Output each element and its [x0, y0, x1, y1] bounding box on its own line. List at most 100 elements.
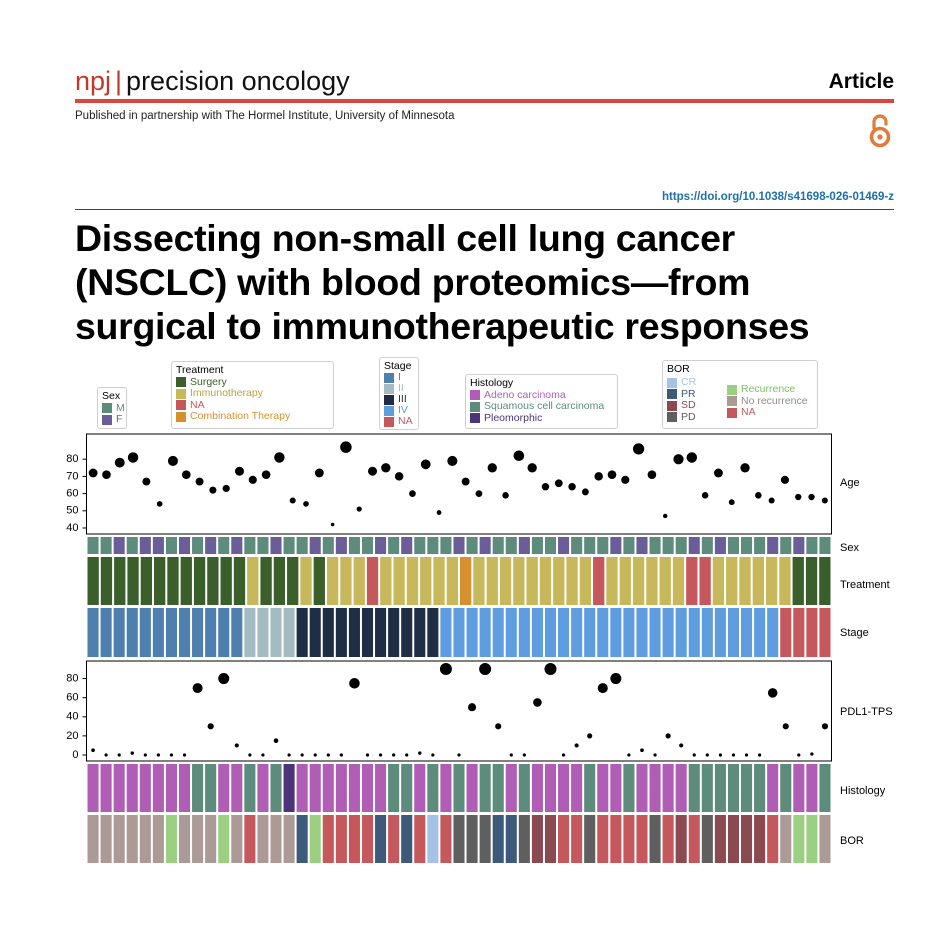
legend-swatch — [470, 390, 480, 401]
stage-track-cell — [453, 608, 465, 657]
bor-track-cell — [335, 815, 347, 863]
histology-track-cell — [113, 764, 125, 812]
legend-swatch — [727, 384, 737, 395]
sex-track-cell — [152, 537, 164, 554]
stage-track-cell — [361, 608, 374, 657]
pdl1-plot-point — [192, 683, 203, 694]
legend-swatch — [176, 400, 186, 411]
legend-item: NA — [727, 406, 808, 419]
open-access-icon[interactable] — [866, 112, 894, 148]
histology-track-cell — [701, 764, 713, 812]
sex-track-cell — [780, 537, 792, 554]
sex-track-cell — [636, 537, 648, 554]
track-label-stage: Stage — [840, 627, 869, 639]
bor-track-cell — [309, 815, 321, 863]
track-label-sex: Sex — [840, 542, 859, 554]
legend-item: NA — [176, 399, 329, 412]
legend-swatch — [384, 416, 394, 427]
treatment-track-cell — [140, 557, 153, 605]
treatment-track-cell — [539, 557, 552, 605]
age-plot-point — [261, 470, 271, 480]
legend-title: Sex — [102, 390, 121, 402]
bor-track-cell — [505, 815, 517, 863]
sex-track-cell — [701, 537, 713, 554]
track-label-histology: Histology — [840, 785, 886, 797]
stage-track-cell — [427, 608, 439, 657]
stage-track-cell — [767, 608, 779, 657]
legend-label: PR — [681, 387, 696, 400]
legend-label: Surgery — [190, 375, 227, 388]
bor-track-cell — [178, 815, 191, 863]
histology-track-cell — [793, 764, 805, 812]
stage-track-cell — [113, 608, 125, 657]
sex-track-cell — [113, 537, 125, 554]
treatment-track-cell — [672, 557, 685, 605]
bor-track-cell — [649, 815, 661, 863]
pdl1-plot-point — [218, 673, 230, 685]
journal-brand[interactable]: npj | precision oncology — [75, 66, 350, 96]
histology-track-cell — [819, 764, 831, 812]
treatment-track-cell — [699, 557, 711, 605]
histology-track-cell — [741, 764, 753, 812]
age-plot-point — [356, 506, 362, 512]
bor-track-cell — [793, 815, 805, 863]
age-plot-point — [142, 477, 151, 486]
histology-legend: Histology Adeno carcinoma Squamous cell … — [465, 374, 618, 429]
treatment-track-cell — [726, 557, 738, 605]
histology-track-cell — [610, 764, 622, 812]
histology-track-cell — [453, 764, 465, 812]
legend-item: I — [384, 372, 414, 383]
pdl1-plot-point — [810, 752, 814, 756]
legend-item: Pleomorphic — [470, 412, 613, 425]
legend-title: Treatment — [176, 364, 224, 376]
bor-track-cell — [205, 815, 217, 863]
pdl1-plot-point — [767, 688, 778, 698]
pdl1-plot-point — [339, 753, 343, 757]
legend-item: IV — [384, 405, 414, 416]
age-plot-point — [621, 475, 630, 484]
stage-track-cell — [780, 608, 792, 657]
age-plot-point — [568, 483, 576, 491]
bor-track-cell — [375, 815, 387, 863]
histology-track-cell — [649, 764, 661, 812]
pdl1-plot-point — [207, 723, 214, 730]
stage-track-cell — [401, 608, 413, 657]
legend-label: Combination Therapy — [190, 410, 291, 422]
histology-track-cell — [152, 764, 164, 812]
stage-track-cell — [375, 608, 387, 657]
bor-track-cell — [466, 815, 478, 863]
bor-track-cell — [767, 815, 779, 863]
title-line: Dissecting non-small cell lung cancer — [75, 217, 735, 259]
stage-track-cell — [819, 608, 831, 657]
pdl1-plot-point — [439, 663, 452, 675]
bor-track-cell — [688, 815, 700, 863]
doi-link[interactable]: https://doi.org/10.1038/s41698-026-01469… — [661, 191, 894, 203]
bor-track-cell — [754, 815, 766, 863]
histology-track-cell — [388, 764, 400, 812]
histology-track-cell — [806, 764, 818, 812]
treatment-track-cell — [712, 557, 725, 605]
bor-track-cell — [388, 815, 400, 863]
bor-track-cell — [126, 815, 138, 863]
age-plot-point — [728, 499, 735, 506]
pdl1-plot-point — [104, 753, 108, 757]
histology-track-cell — [544, 764, 557, 812]
legend-label: Recurrence — [741, 383, 796, 395]
legend-swatch — [384, 372, 394, 383]
journal-prefix: npj — [75, 66, 112, 96]
pdl1-plot-point — [273, 738, 279, 743]
histology-track-cell — [335, 764, 347, 812]
age-plot-point — [274, 452, 285, 463]
sex-track-cell — [126, 537, 138, 554]
article-title: Dissecting non-small cell lung cancer (N… — [75, 216, 915, 348]
histology-track-cell — [205, 764, 217, 812]
stage-track-cell — [544, 608, 557, 657]
age-plot-point — [234, 466, 244, 476]
age-plot-point — [487, 463, 497, 473]
age-plot-point — [581, 488, 589, 496]
legend-item: M — [102, 402, 125, 415]
stage-track-cell — [192, 608, 204, 657]
age-plot-tick-label: 70 — [66, 470, 78, 482]
sex-track-cell — [322, 537, 334, 554]
legend-label: IV — [398, 404, 408, 416]
